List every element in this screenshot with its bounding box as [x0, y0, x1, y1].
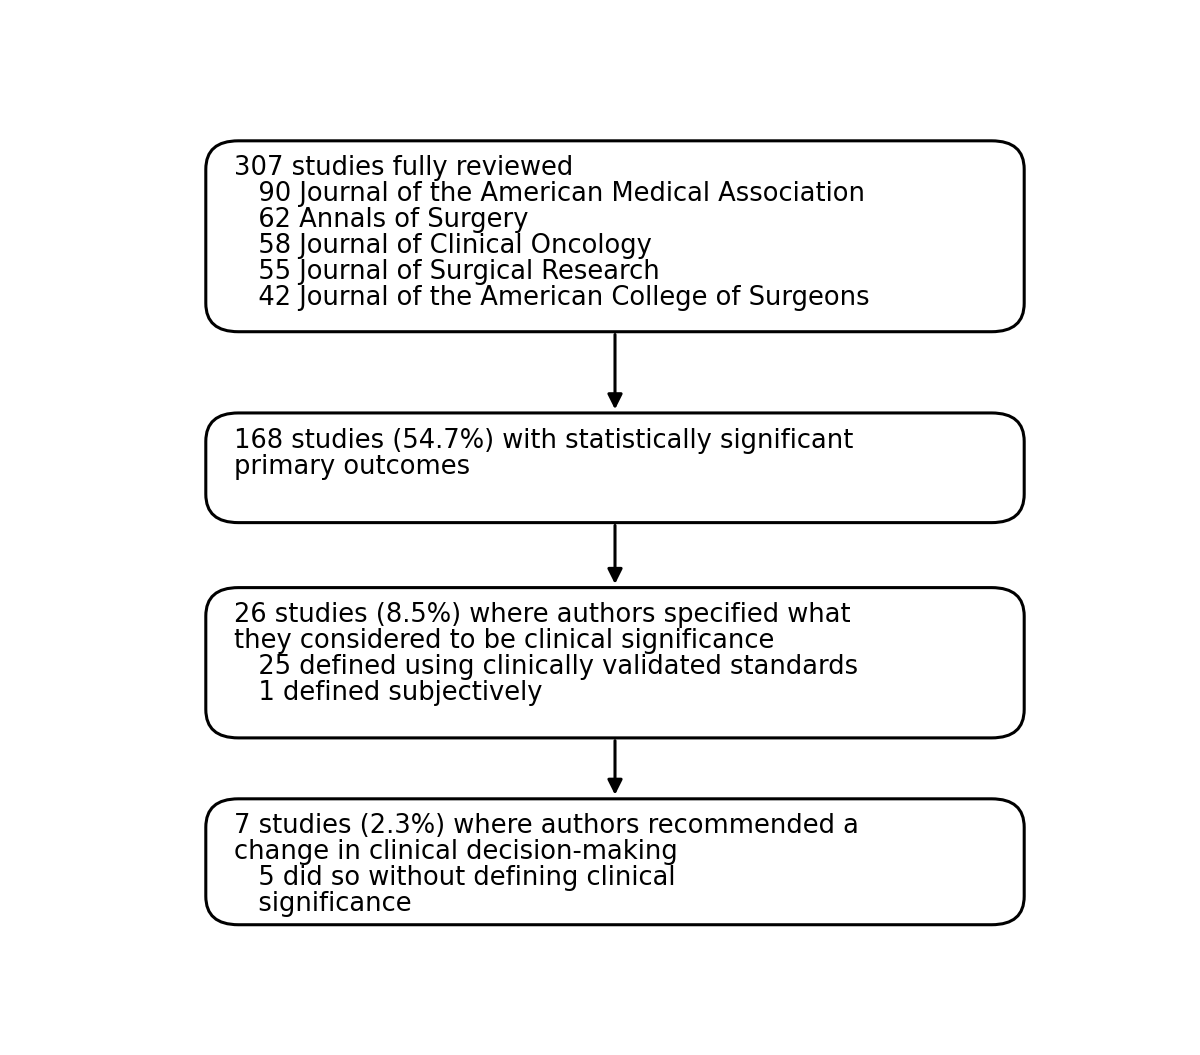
- Text: 7 studies (2.3%) where authors recommended a: 7 studies (2.3%) where authors recommend…: [234, 813, 858, 840]
- Text: 42 Journal of the American College of Surgeons: 42 Journal of the American College of Su…: [234, 286, 869, 311]
- Text: 168 studies (54.7%) with statistically significant: 168 studies (54.7%) with statistically s…: [234, 427, 853, 454]
- Text: 1 defined subjectively: 1 defined subjectively: [234, 680, 542, 706]
- FancyBboxPatch shape: [206, 140, 1024, 331]
- Text: 5 did so without defining clinical: 5 did so without defining clinical: [234, 865, 676, 891]
- FancyBboxPatch shape: [206, 413, 1024, 522]
- Text: 62 Annals of Surgery: 62 Annals of Surgery: [234, 208, 528, 233]
- Text: 26 studies (8.5%) where authors specified what: 26 studies (8.5%) where authors specifie…: [234, 602, 851, 628]
- Text: 25 defined using clinically validated standards: 25 defined using clinically validated st…: [234, 654, 858, 680]
- FancyBboxPatch shape: [206, 799, 1024, 925]
- Text: 58 Journal of Clinical Oncology: 58 Journal of Clinical Oncology: [234, 233, 652, 260]
- FancyBboxPatch shape: [206, 588, 1024, 737]
- Text: 90 Journal of the American Medical Association: 90 Journal of the American Medical Assoc…: [234, 181, 865, 208]
- Text: primary outcomes: primary outcomes: [234, 454, 470, 480]
- Text: significance: significance: [234, 891, 412, 918]
- Text: they considered to be clinical significance: they considered to be clinical significa…: [234, 628, 774, 654]
- Text: 307 studies fully reviewed: 307 studies fully reviewed: [234, 155, 572, 181]
- Text: 55 Journal of Surgical Research: 55 Journal of Surgical Research: [234, 260, 660, 286]
- Text: change in clinical decision-making: change in clinical decision-making: [234, 840, 678, 865]
